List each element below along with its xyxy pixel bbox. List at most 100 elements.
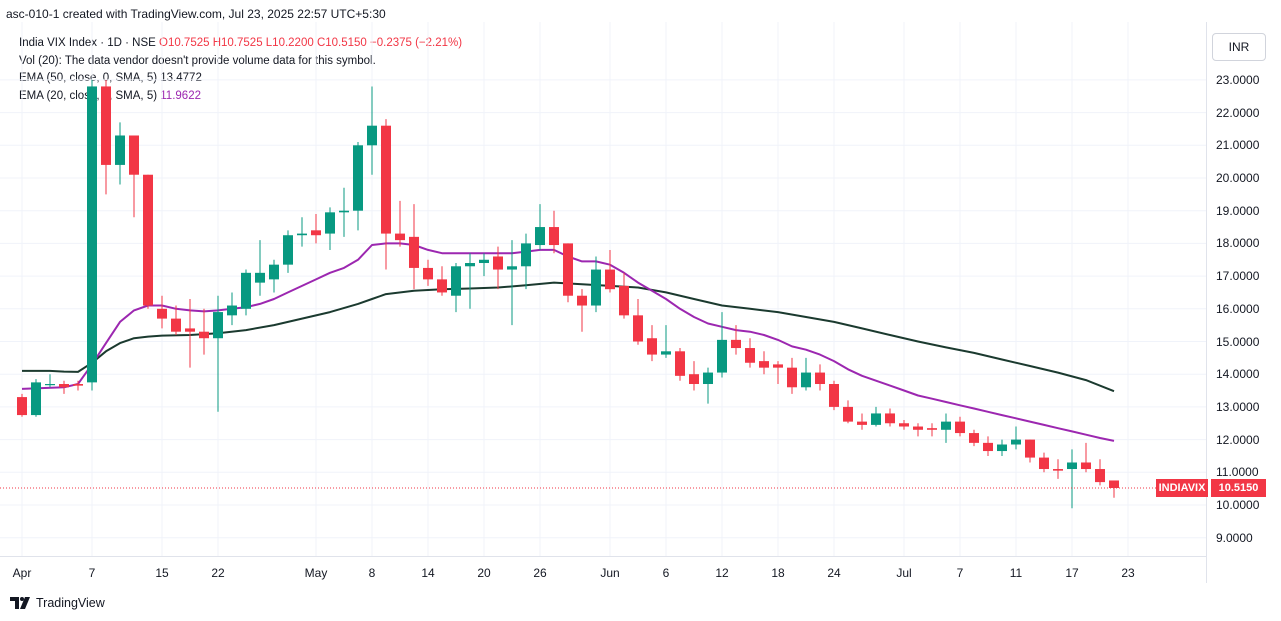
time-axis-tick-label: 18	[771, 566, 785, 580]
candle-down	[1039, 457, 1049, 470]
candle-up	[997, 444, 1007, 452]
candle-down	[577, 295, 587, 306]
time-axis-tick-label: 11	[1009, 566, 1023, 580]
price-axis-tick-label: 11.0000	[1216, 465, 1259, 480]
candle-down	[59, 384, 69, 388]
candle-up	[115, 135, 125, 165]
candle-down	[1109, 480, 1119, 488]
time-axis-tick-label: 7	[88, 566, 96, 580]
candle-down	[199, 331, 209, 339]
time-axis-tick-label: Jul	[896, 566, 912, 580]
candle-down	[983, 442, 993, 452]
candle-down	[409, 236, 419, 268]
candle-up	[941, 421, 951, 430]
candle-up	[871, 413, 881, 425]
candle-down	[759, 361, 769, 368]
candle-down	[927, 428, 937, 430]
candle-up	[661, 351, 671, 355]
candle-down	[311, 230, 321, 236]
candle-down	[885, 413, 895, 424]
candle-down	[171, 318, 181, 332]
candle-down	[129, 135, 139, 175]
legend-symbol-row[interactable]: India VIX Index · 1D · NSE O10.7525 H10.…	[19, 35, 462, 53]
price-axis-tick-label: 17.0000	[1216, 269, 1260, 284]
candle-down	[745, 348, 755, 363]
legend-volume-row[interactable]: Vol (20): The data vendor doesn't provid…	[19, 53, 462, 71]
symbol-price-tag: INDIAVIX	[1156, 479, 1208, 497]
time-axis-tick-label: Apr	[12, 566, 32, 580]
candle-up	[325, 212, 335, 234]
candle-down	[1025, 439, 1035, 458]
tradingview-logo[interactable]: TradingView	[10, 596, 105, 610]
candle-down	[17, 397, 27, 416]
candle-up	[1067, 462, 1077, 470]
candle-up	[521, 243, 531, 267]
candle-up	[269, 264, 279, 280]
time-axis-tick-label: May	[304, 566, 328, 580]
price-axis-tick-label: 9.0000	[1216, 530, 1253, 545]
candle-down	[773, 364, 783, 368]
tradingview-logo-icon	[10, 597, 30, 609]
candle-down	[787, 367, 797, 388]
ema50-line	[22, 281, 1115, 393]
candle-up	[227, 305, 237, 316]
candle-down	[185, 328, 195, 332]
time-axis-tick-label: 14	[421, 566, 435, 580]
candle-down	[395, 233, 405, 241]
candle-down	[1081, 462, 1091, 470]
candle-down	[913, 426, 923, 430]
candle-up	[717, 339, 727, 373]
last-price-tag: 10.5150	[1211, 479, 1266, 497]
candle-up	[801, 372, 811, 388]
ema50-label: EMA (50, close, 0, SMA, 5)	[19, 72, 158, 84]
candle-down	[143, 174, 153, 306]
candle-down	[423, 267, 433, 280]
ema20-value: 11.9622	[160, 89, 201, 102]
time-axis-tick-label: 8	[368, 566, 376, 580]
candle-down	[647, 338, 657, 355]
candle-down	[437, 279, 447, 293]
time-axis-tick-label: 24	[827, 566, 841, 580]
candle-down	[633, 315, 643, 342]
candle-up	[45, 384, 55, 386]
candle-up	[213, 312, 223, 339]
time-axis-tick-label: 17	[1065, 566, 1079, 580]
candle-up	[255, 272, 265, 283]
candle-down	[73, 384, 83, 386]
time-axis-tick-label: 22	[211, 566, 225, 580]
price-axis-tick-label: 20.0000	[1216, 171, 1260, 185]
time-axis-tick-label: 12	[715, 566, 729, 580]
time-axis-tick-label: Jun	[600, 566, 620, 580]
candle-down	[731, 339, 741, 349]
legend-ema50-row[interactable]: EMA (50, close, 0, SMA, 5) 13.4772	[19, 70, 462, 88]
currency-button[interactable]: INR	[1212, 33, 1266, 61]
candle-up	[465, 263, 475, 267]
time-axis-tick-label: 7	[956, 566, 964, 580]
candle-up	[87, 86, 97, 383]
candle-down	[689, 374, 699, 385]
candle-down	[101, 86, 111, 165]
candle-down	[829, 384, 839, 407]
price-axis-tick-label: 23.0000	[1216, 72, 1260, 87]
price-axis-tick-label: 14.0000	[1216, 367, 1260, 382]
time-axis-tick-label: 6	[662, 566, 670, 580]
price-axis-tick-label: 22.0000	[1216, 105, 1260, 120]
candle-down	[815, 372, 825, 385]
price-axis-tick-label: 18.0000	[1216, 236, 1260, 251]
candle-up	[591, 269, 601, 306]
candle-down	[1095, 469, 1105, 483]
price-axis-tick-label: 12.0000	[1216, 432, 1260, 447]
candle-up	[451, 266, 461, 296]
time-axis-tick-label: 26	[533, 566, 547, 580]
candle-up	[367, 125, 377, 146]
candle-up	[353, 145, 363, 211]
price-axis-tick-label: 16.0000	[1216, 301, 1260, 316]
candle-down	[969, 433, 979, 443]
candle-up	[31, 382, 41, 416]
price-axis-tick-label: 13.0000	[1216, 399, 1260, 414]
candle-down	[605, 269, 615, 290]
candle-down	[157, 308, 167, 319]
ema50-value: 13.4772	[160, 72, 202, 84]
candle-up	[535, 227, 545, 246]
